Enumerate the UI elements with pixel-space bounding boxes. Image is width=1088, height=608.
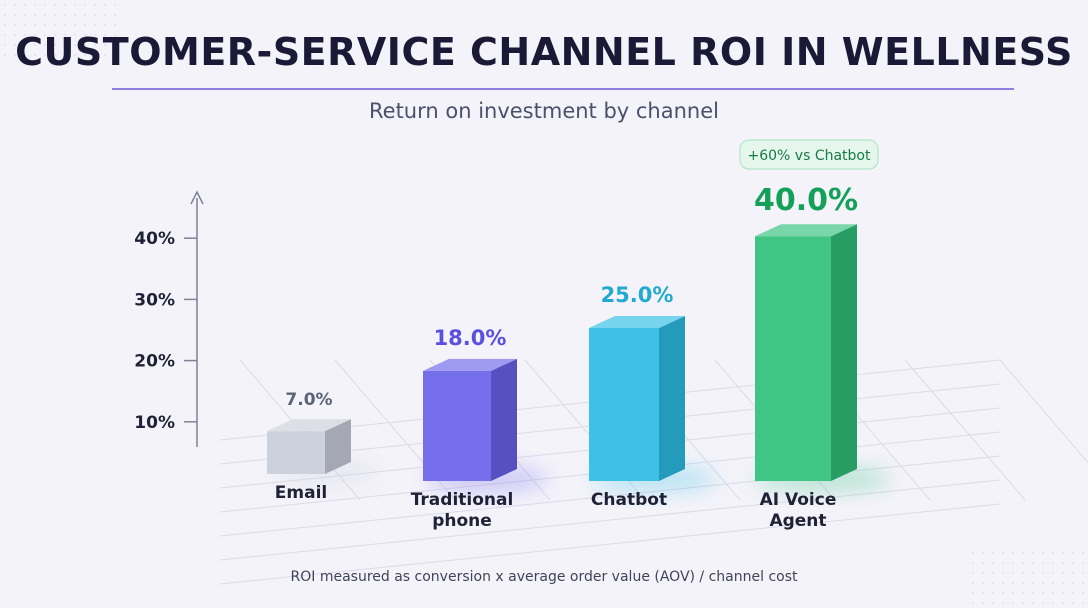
decor-dots-top-left bbox=[0, 0, 120, 60]
y-axis-arrow-icon bbox=[190, 190, 204, 205]
bar-chatbot bbox=[589, 316, 717, 493]
bar-ai-voice-agent bbox=[754, 224, 892, 493]
svg-text:+60% vs Chatbot: +60% vs Chatbot bbox=[748, 148, 871, 164]
category-label: Chatbot bbox=[591, 490, 667, 510]
value-label: 40.0% bbox=[754, 183, 858, 218]
y-tick-label: 40% bbox=[134, 229, 175, 249]
category-label: AI Voice Agent bbox=[760, 490, 837, 531]
chart-subtitle: Return on investment by channel bbox=[369, 99, 719, 123]
footnote: ROI measured as conversion x average ord… bbox=[290, 569, 798, 585]
title-divider bbox=[112, 88, 1014, 90]
category-label: Email bbox=[275, 483, 327, 503]
labels: 7.0% Email 18.0% Traditional phone 25.0% Chatb… bbox=[275, 139, 879, 531]
bar-traditional-phone bbox=[423, 358, 549, 493]
y-tick-label: 10% bbox=[134, 413, 175, 433]
bar-email bbox=[267, 419, 379, 486]
annotation-badge: +60% vs Chatbot bbox=[739, 139, 879, 170]
y-tick-label: 30% bbox=[134, 290, 175, 310]
category-label: Traditional phone bbox=[411, 490, 514, 531]
value-label: 18.0% bbox=[434, 326, 507, 350]
chart-title: CUSTOMER-SERVICE CHANNEL ROI IN WELLNESS bbox=[15, 30, 1073, 74]
value-label: 25.0% bbox=[601, 283, 674, 307]
y-tick-label: 20% bbox=[134, 352, 175, 372]
bars bbox=[267, 224, 892, 493]
value-label: 7.0% bbox=[285, 390, 332, 410]
decor-dots-bottom-right bbox=[968, 548, 1088, 608]
y-axis: 10% 20% 30% 40% bbox=[134, 190, 204, 447]
